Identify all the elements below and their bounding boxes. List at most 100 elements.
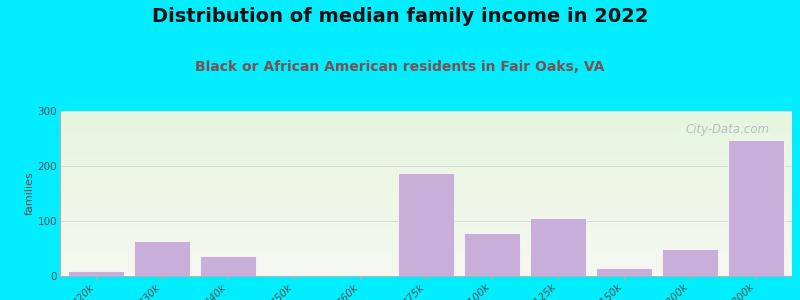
Bar (60, 228, 792, 229)
Bar (60, 137, 792, 139)
Bar (60, 184, 792, 185)
Bar (60, 255, 792, 257)
Bar (60, 188, 792, 189)
Bar (60, 244, 792, 246)
Bar (60, 148, 792, 149)
Bar (60, 257, 792, 258)
Bar (60, 238, 792, 239)
Bar (60, 185, 792, 187)
Bar (60, 235, 792, 236)
Bar (60, 118, 792, 119)
Bar (60, 112, 792, 114)
Bar (728, 140, 784, 276)
Bar (60, 225, 792, 226)
Bar (60, 192, 792, 194)
Bar (60, 274, 792, 276)
Text: Black or African American residents in Fair Oaks, VA: Black or African American residents in F… (195, 60, 605, 74)
Bar (60, 177, 792, 178)
Bar (60, 130, 792, 132)
Bar (60, 180, 792, 181)
Bar (60, 176, 792, 177)
Text: City-Data.com: City-Data.com (686, 122, 770, 136)
Bar (60, 174, 792, 175)
Bar (60, 115, 792, 116)
Bar (60, 154, 792, 155)
Bar (60, 233, 792, 235)
Bar (60, 172, 792, 173)
Bar (60, 162, 792, 163)
Bar (60, 156, 792, 158)
Bar (60, 114, 792, 115)
Bar (60, 196, 792, 198)
Bar (60, 236, 792, 238)
Bar (60, 247, 792, 248)
Bar (60, 271, 792, 272)
Bar (60, 133, 792, 134)
Bar (60, 246, 792, 247)
Bar (60, 163, 792, 165)
Y-axis label: families: families (25, 172, 35, 215)
Bar (60, 159, 792, 160)
Bar (60, 129, 792, 130)
Bar (60, 218, 792, 220)
Bar (134, 241, 190, 276)
Bar (60, 191, 792, 192)
Bar (60, 146, 792, 147)
Bar (60, 208, 792, 210)
Bar (60, 119, 792, 121)
Bar (60, 250, 792, 251)
Bar (60, 141, 792, 142)
Bar (60, 134, 792, 136)
Bar (60, 206, 792, 207)
Bar (60, 151, 792, 152)
Bar (60, 212, 792, 213)
Bar (60, 152, 792, 154)
Bar (60, 155, 792, 156)
Bar (60, 142, 792, 144)
Bar (60, 226, 792, 228)
Bar (60, 261, 792, 262)
Bar (60, 158, 792, 159)
Bar (60, 140, 792, 141)
Bar (60, 266, 792, 268)
Bar (60, 189, 792, 191)
Bar (60, 169, 792, 170)
Bar (60, 203, 792, 205)
Bar (60, 262, 792, 264)
Bar (60, 273, 792, 274)
Bar (60, 268, 792, 269)
Bar (60, 147, 792, 148)
Bar (662, 248, 718, 276)
Bar (60, 128, 792, 129)
Bar (60, 166, 792, 167)
Bar (60, 222, 792, 224)
Text: Distribution of median family income in 2022: Distribution of median family income in … (152, 8, 648, 26)
Bar (60, 149, 792, 151)
Bar (60, 111, 792, 112)
Bar (60, 136, 792, 137)
Bar (60, 269, 792, 271)
Bar (60, 182, 792, 184)
Bar (60, 248, 792, 250)
Bar (60, 217, 792, 218)
Bar (60, 200, 792, 202)
Bar (60, 231, 792, 232)
Bar (60, 213, 792, 214)
Bar (60, 210, 792, 212)
Bar (60, 178, 792, 180)
Bar (398, 172, 454, 276)
Bar (60, 205, 792, 206)
Bar (200, 256, 256, 276)
Bar (60, 272, 792, 273)
Bar (60, 265, 792, 266)
Bar (60, 116, 792, 118)
Bar (60, 214, 792, 215)
Bar (60, 242, 792, 243)
Bar (530, 218, 586, 276)
Bar (60, 181, 792, 182)
Bar (60, 253, 792, 254)
Bar (60, 198, 792, 199)
Bar (60, 240, 792, 242)
Bar (60, 126, 792, 128)
Bar (60, 132, 792, 133)
